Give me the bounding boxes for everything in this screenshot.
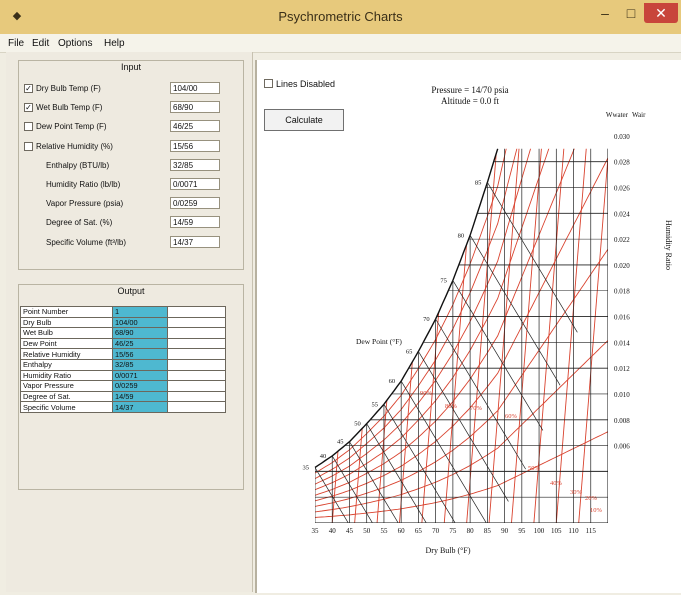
window-title: Psychrometric Charts: [278, 9, 403, 24]
input-value-field[interactable]: 104/00: [170, 82, 220, 94]
input-row: ✓ Dry Bulb Temp (F) 104/00: [24, 82, 234, 96]
input-checkbox[interactable]: ✓: [24, 103, 33, 113]
input-value-field[interactable]: 46/25: [170, 120, 220, 133]
input-checkbox[interactable]: [24, 122, 33, 132]
input-label: Wet Bulb Temp (F): [36, 103, 103, 113]
output-value-cell: 14/59: [112, 390, 168, 403]
input-value-field[interactable]: 15/56: [170, 139, 220, 152]
input-label: Vapor Pressure (psia): [46, 199, 124, 209]
output-value-cell: 0/0071: [112, 369, 168, 382]
output-name-cell: Relative Humidity: [20, 348, 113, 360]
input-group-title: Input: [120, 62, 142, 72]
input-label: Enthalpy (BTU/lb): [46, 160, 110, 170]
input-row: Degree of Sat. (%) 14/59: [24, 216, 234, 230]
output-row: Enthalpy 32/85: [20, 358, 226, 371]
output-name-cell: Point Number: [20, 306, 113, 318]
lines-disabled-box[interactable]: [264, 79, 273, 88]
output-row: Dew Point 46/25: [20, 337, 226, 350]
output-name-cell: Specific Volume: [20, 401, 113, 413]
output-name-cell: Dry Bulb: [20, 316, 113, 329]
title-bar[interactable]: ◆ Psychrometric Charts – □ ✕: [0, 0, 681, 34]
output-value-cell: 14/37: [112, 401, 168, 413]
output-row: Wet Bulb 68/90: [20, 327, 226, 339]
input-row: Vapor Pressure (psia) 0/0259: [24, 197, 234, 211]
app-icon[interactable]: ◆: [12, 10, 22, 22]
input-checkbox[interactable]: [24, 141, 33, 151]
input-label: Relative Humidity (%): [36, 141, 113, 151]
input-value-field[interactable]: 68/90: [170, 101, 220, 114]
minimize-button[interactable]: –: [601, 5, 609, 21]
output-name-cell: Enthalpy: [20, 358, 113, 371]
output-name-cell: Degree of Sat.: [20, 390, 113, 403]
output-empty-cell: [167, 306, 226, 318]
output-empty-cell: [167, 348, 226, 360]
input-row: Humidity Ratio (lb/lb) 0/0071: [24, 178, 234, 192]
output-name-cell: Wet Bulb: [20, 327, 113, 339]
menu-options[interactable]: Options: [58, 38, 93, 49]
output-row: Degree of Sat. 14/59: [20, 390, 226, 403]
menu-file[interactable]: File: [8, 38, 25, 49]
input-row: Specific Volume (ft³/lb) 14/37: [24, 235, 234, 250]
output-value-cell: 0/0259: [112, 380, 168, 392]
output-empty-cell: [167, 316, 226, 329]
output-name-cell: Humidity Ratio: [20, 369, 113, 382]
output-name-cell: Vapor Pressure: [20, 380, 113, 392]
output-row: Relative Humidity 15/56: [20, 348, 226, 360]
output-empty-cell: [167, 390, 226, 403]
input-checkbox[interactable]: ✓: [24, 84, 33, 93]
output-empty-cell: [167, 337, 226, 350]
output-empty-cell: [167, 380, 226, 392]
input-group: Input: [18, 60, 244, 270]
menu-bar: File Edit Options Help: [0, 34, 681, 53]
menu-edit[interactable]: Edit: [32, 38, 50, 49]
output-value-cell: 104/00: [112, 316, 168, 329]
input-row: Dew Point Temp (F) 46/25: [24, 120, 234, 134]
close-button[interactable]: ✕: [644, 3, 678, 23]
output-empty-cell: [167, 369, 226, 382]
output-value-cell: 68/90: [112, 327, 168, 339]
output-value-cell: 1: [112, 306, 168, 318]
output-value-cell: 46/25: [112, 337, 168, 350]
input-label: Dry Bulb Temp (F): [36, 84, 101, 93]
output-table: Point Number 1 Dry Bulb 104/00 Wet Bulb 68/90…: [20, 306, 226, 413]
input-value-field[interactable]: 0/0071: [170, 178, 220, 190]
input-label: Specific Volume (ft³/lb): [46, 237, 127, 247]
lines-disabled-checkbox[interactable]: Lines Disabled: [264, 78, 335, 89]
output-row: Point Number 1: [20, 306, 226, 318]
output-row: Vapor Pressure 0/0259: [20, 380, 226, 392]
output-row: Dry Bulb 104/00: [20, 316, 226, 329]
input-value-field[interactable]: 14/59: [170, 216, 220, 229]
output-empty-cell: [167, 401, 226, 413]
input-label: Humidity Ratio (lb/lb): [46, 180, 121, 189]
output-group-title: Output: [117, 286, 145, 296]
calculate-button[interactable]: Calculate: [264, 109, 344, 131]
input-row: Relative Humidity (%) 15/56: [24, 139, 234, 154]
maximize-button[interactable]: □: [626, 5, 636, 21]
output-empty-cell: [167, 327, 226, 339]
input-value-field[interactable]: 14/37: [170, 235, 220, 248]
chart-panel: [255, 60, 681, 593]
input-value-field[interactable]: 32/85: [170, 158, 220, 171]
menu-help[interactable]: Help: [104, 38, 125, 49]
output-row: Specific Volume 14/37: [20, 401, 226, 413]
input-value-field[interactable]: 0/0259: [170, 197, 220, 210]
output-group: Output: [18, 284, 244, 490]
output-empty-cell: [167, 358, 226, 371]
input-row: ✓ Wet Bulb Temp (F) 68/90: [24, 101, 234, 115]
output-row: Humidity Ratio 0/0071: [20, 369, 226, 382]
input-row: Enthalpy (BTU/lb) 32/85: [24, 158, 234, 173]
output-name-cell: Dew Point: [20, 337, 113, 350]
lines-disabled-label: Lines Disabled: [276, 79, 336, 89]
output-value-cell: 15/56: [112, 348, 168, 360]
input-label: Dew Point Temp (F): [36, 122, 107, 132]
input-label: Degree of Sat. (%): [46, 218, 113, 228]
output-value-cell: 32/85: [112, 358, 168, 371]
